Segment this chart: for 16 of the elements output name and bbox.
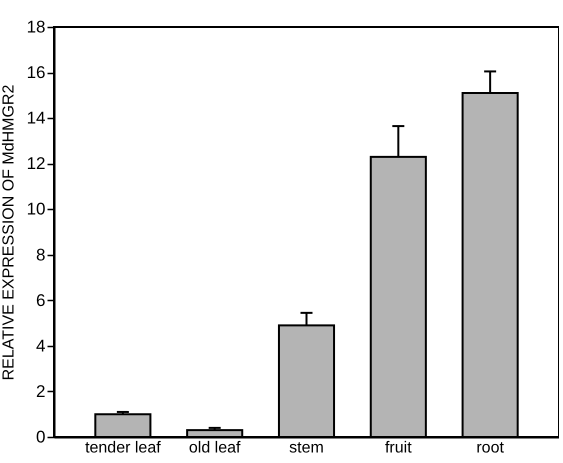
y-tick-label: 6 xyxy=(36,290,46,310)
y-tick-label: 8 xyxy=(36,245,46,264)
y-tick-label: 0 xyxy=(36,428,46,446)
x-tick-label: stem xyxy=(289,440,324,456)
y-tick-label: 12 xyxy=(26,154,46,174)
y-tick-label: 14 xyxy=(26,108,46,128)
x-tick-label: old leaf xyxy=(188,440,242,456)
y-tick-label: 4 xyxy=(36,336,46,356)
x-tick-label: tender leaf xyxy=(85,440,162,456)
y-tick-label: 18 xyxy=(26,18,46,36)
y-tick-label: 10 xyxy=(26,200,46,219)
y-axis-title: RELATIVE EXPRESSION OF MdHMGR2 xyxy=(0,84,18,380)
y-tick-label: 16 xyxy=(26,63,46,82)
x-tick-label: fruit xyxy=(384,440,412,456)
y-tick-label: 2 xyxy=(36,382,46,401)
x-tick-label: root xyxy=(476,440,504,456)
